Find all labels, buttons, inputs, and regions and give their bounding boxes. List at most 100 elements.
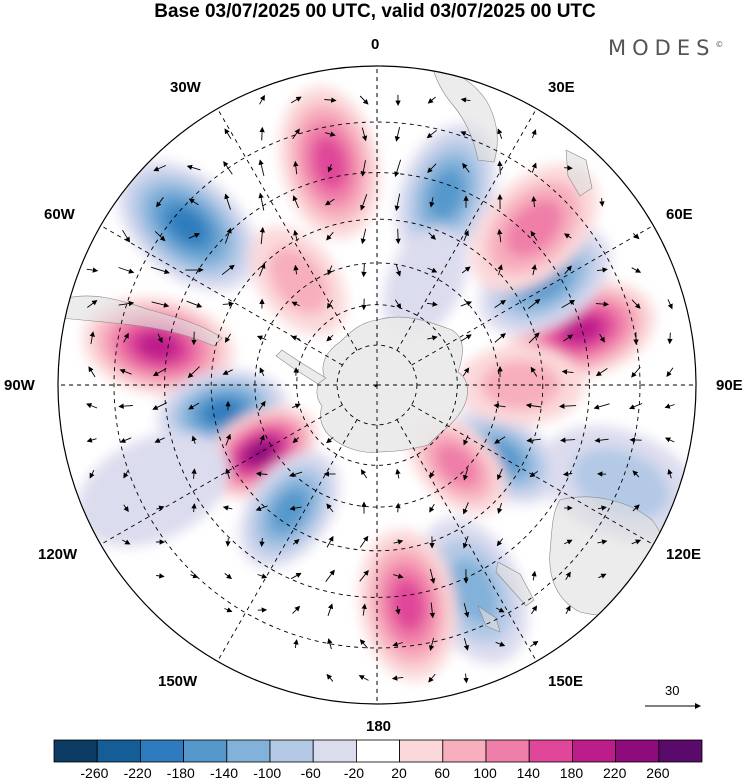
wind-vector: [153, 164, 167, 172]
wind-vector: [222, 505, 233, 511]
colorbar-tick-label: -100: [253, 765, 282, 781]
wind-vector: [530, 366, 538, 377]
wind-vector: [324, 97, 337, 103]
pole-marker: •: [374, 381, 377, 391]
wind-vector: [559, 403, 577, 409]
wind-vector: [89, 331, 95, 344]
wind-vector: [599, 333, 605, 343]
wind-vector: [259, 367, 265, 377]
wind-vector: [631, 539, 642, 545]
wind-vector: [122, 229, 130, 243]
wind-vector: [631, 299, 641, 309]
wind-vector: [391, 675, 404, 681]
wind-vector: [259, 434, 265, 445]
wind-vector: [460, 131, 471, 137]
wind-vector: [293, 160, 299, 175]
wind-vector: [255, 471, 268, 477]
latitude-circle: [164, 172, 590, 598]
wind-vector: [563, 233, 572, 239]
wind-vector: [427, 335, 438, 341]
wind-vector: [428, 637, 435, 651]
wind-vector: [224, 193, 231, 210]
lon-label-180: 180: [366, 718, 392, 735]
wind-vector: [531, 196, 537, 208]
madagascar-landmass: [565, 149, 593, 197]
wind-vector: [598, 573, 607, 579]
wind-vector: [497, 502, 503, 514]
colorbar-tick-label: -180: [166, 765, 195, 781]
wind-vector: [327, 638, 333, 650]
wind-vector: [427, 267, 438, 273]
wind-vector: [223, 160, 233, 175]
wind-vector: [191, 435, 197, 444]
meridian-line: [396, 108, 537, 351]
wind-vector: [428, 232, 436, 240]
wind-vector: [123, 332, 129, 343]
wind-vector: [360, 228, 367, 245]
wind-vector: [564, 265, 572, 275]
wind-vector: [460, 334, 472, 342]
colorbar-tick-label: 60: [434, 765, 450, 781]
wind-vector: [597, 505, 607, 511]
anomaly-contour: [76, 432, 229, 547]
wind-vector: [667, 332, 673, 345]
colorbar-tick-label: 220: [603, 765, 627, 781]
wind-vector: [497, 160, 503, 175]
colorbar-tick-label: 100: [473, 765, 497, 781]
wind-vector: [427, 163, 437, 173]
wind-vector: [460, 97, 471, 103]
anomaly-contour: [203, 400, 242, 425]
wind-vector: [186, 164, 201, 171]
colorbar-tick-label: -20: [343, 765, 365, 781]
anomaly-contour: [383, 226, 467, 338]
anomaly-contour: [505, 199, 563, 257]
wind-vector: [427, 96, 436, 104]
lon-label-150e: 150E: [548, 673, 584, 690]
wind-vector: [361, 603, 367, 616]
wind-vector: [526, 437, 541, 443]
wind-vector: [565, 605, 571, 615]
wind-vector: [221, 264, 235, 276]
meridian-line: [217, 108, 358, 351]
wind-vector: [594, 437, 609, 443]
wind-vector: [429, 197, 435, 208]
wind-vector: [292, 128, 300, 140]
wind-vector: [494, 333, 506, 343]
wind-vector: [359, 95, 369, 105]
wind-vector: [225, 538, 231, 547]
meridian-line: [411, 225, 654, 366]
wind-vector: [259, 262, 266, 277]
lon-label-90w: 90W: [4, 377, 35, 394]
wind-vector: [154, 231, 166, 242]
wind-vector: [88, 366, 96, 378]
wind-vector: [359, 639, 368, 649]
wind-vector: [358, 675, 369, 681]
wind-vector: [460, 301, 473, 307]
meridian-line: [100, 404, 343, 545]
colorbar-tick-label: -260: [80, 765, 109, 781]
wind-vector: [631, 366, 641, 378]
new-zealand-landmass: [477, 561, 535, 633]
wind-vector: [462, 468, 469, 481]
wind-vector: [150, 266, 170, 275]
antarctica-landmass: [316, 316, 468, 453]
wind-vector: [325, 569, 335, 582]
wind-vector: [563, 539, 573, 545]
wind-vector: [395, 606, 401, 615]
wind-vector: [291, 301, 300, 307]
wind-vector: [326, 334, 334, 342]
brand-name: MODES: [608, 36, 716, 60]
wind-vector: [326, 436, 334, 444]
wind-vector: [497, 264, 503, 276]
wind-vector: [394, 126, 401, 142]
wind-vector: [632, 504, 640, 512]
wind-vector: [426, 301, 438, 307]
wind-vector: [560, 437, 576, 443]
wind-vector: [156, 573, 165, 579]
wind-vector: [666, 367, 674, 378]
wind-vector: [429, 503, 435, 513]
lon-label-30e: 30E: [548, 79, 575, 96]
wind-vector: [224, 128, 232, 140]
wind-vector: [664, 403, 675, 409]
wind-vector: [225, 433, 231, 446]
